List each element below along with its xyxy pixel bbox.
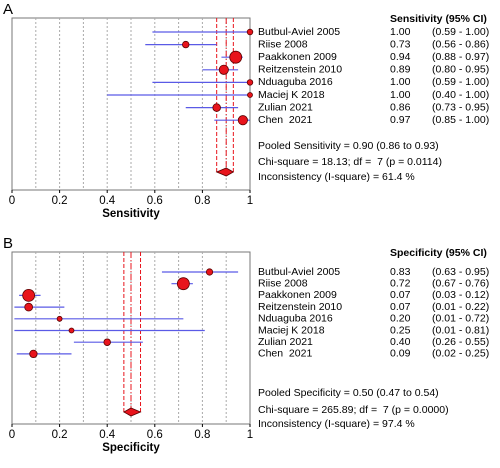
x-tick-label: 1 (247, 195, 253, 207)
study-label: Riise 2008 (258, 277, 308, 289)
interval-label: (0.80 - 0.95) (432, 64, 489, 76)
x-tick-label: 0 (9, 195, 15, 207)
interval-label: (0.59 - 1.00) (432, 26, 489, 38)
pooled-label: Pooled Sensitivity = 0.90 (0.86 to 0.93) (258, 140, 439, 152)
interval-label: (0.56 - 0.86) (432, 38, 489, 50)
pooled-diamond (215, 167, 235, 177)
study-label: Reitzenstein 2010 (258, 301, 342, 313)
point-estimate (103, 338, 111, 346)
study-label: Butbul-Aviel 2005 (258, 26, 340, 38)
stat-note: Inconsistency (I-square) = 61.4 % (258, 171, 415, 183)
interval-label: (0.88 - 0.97) (432, 51, 489, 63)
interval-label: (0.01 - 0.22) (432, 301, 489, 313)
x-axis-label: Sensitivity (102, 208, 160, 220)
value-label: 0.83 (390, 266, 411, 278)
study-label: Nduaguba 2016 (258, 76, 333, 88)
stat-note: Chi-square = 265.89; df = 7 (p = 0.0000) (258, 404, 449, 416)
interval-label: (0.03 - 0.12) (432, 289, 489, 301)
value-label: 1.00 (390, 89, 411, 101)
interval-label: (0.63 - 0.95) (432, 266, 489, 278)
study-label: Zulian 2021 (258, 336, 313, 348)
interval-label: (0.02 - 0.25) (432, 348, 489, 360)
x-tick-label: 0.8 (194, 429, 210, 441)
point-estimate (176, 277, 190, 291)
value-label: 0.97 (390, 114, 411, 126)
x-tick-label: 1 (247, 429, 253, 441)
value-label: 0.07 (390, 301, 411, 313)
interval-label: (0.59 - 1.00) (432, 76, 489, 88)
study-label: Maciej K 2018 (258, 89, 325, 101)
point-estimate (182, 40, 190, 49)
x-tick-label: 0.8 (194, 195, 210, 207)
pooled-diamond (123, 407, 142, 417)
point-estimate (24, 302, 33, 312)
point-estimate (247, 92, 253, 98)
point-estimate (68, 327, 75, 334)
point-estimate (205, 268, 214, 276)
x-tick-label: 0.6 (147, 429, 163, 441)
point-estimate (218, 64, 229, 75)
interval-label: (0.73 - 0.95) (432, 101, 489, 113)
value-label: 0.89 (390, 64, 411, 76)
point-estimate (246, 79, 254, 86)
study-label: Paakkonen 2009 (258, 289, 337, 301)
study-label: Paakkonen 2009 (258, 51, 337, 63)
study-label: Zulian 2021 (258, 101, 313, 113)
x-tick-label: 0.4 (99, 429, 116, 441)
value-label: 1.00 (390, 26, 411, 38)
point-estimate (22, 288, 36, 302)
x-tick-label: 0.4 (99, 195, 116, 207)
value-label: 0.72 (390, 277, 411, 289)
value-label: 0.40 (390, 336, 411, 348)
study-label: Chen 2021 (258, 348, 312, 360)
study-label: Reitzenstein 2010 (258, 64, 342, 76)
x-axis-label: Specificity (102, 442, 160, 454)
study-label: Butbul-Aviel 2005 (258, 266, 340, 278)
study-label: Nduaguba 2016 (258, 313, 333, 325)
stat-note: Chi-square = 18.13; df = 7 (p = 0.0114) (258, 156, 442, 168)
interval-label: (0.26 - 0.55) (432, 336, 489, 348)
pooled-label: Pooled Specificity = 0.50 (0.47 to 0.54) (258, 387, 439, 399)
point-estimate (229, 50, 243, 64)
point-estimate (212, 103, 221, 112)
interval-label: (0.01 - 0.72) (432, 313, 489, 325)
interval-label: (0.85 - 1.00) (432, 114, 489, 126)
interval-label: (0.67 - 0.76) (432, 277, 489, 289)
study-label: Riise 2008 (258, 38, 308, 50)
interval-label: (0.40 - 1.00) (432, 89, 489, 101)
value-label: 0.07 (390, 289, 411, 301)
column-header: Specificity (95% CI) (390, 247, 487, 259)
x-tick-label: 0.2 (52, 429, 68, 441)
value-label: 0.86 (390, 101, 411, 113)
panel-label: B (3, 235, 13, 252)
value-label: 0.73 (390, 38, 411, 50)
point-estimate (56, 315, 63, 322)
point-estimate (29, 349, 38, 359)
value-label: 0.25 (390, 324, 411, 336)
point-estimate (246, 28, 254, 36)
point-estimate (237, 115, 248, 126)
x-tick-label: 0.6 (147, 195, 163, 207)
x-tick-label: 0 (9, 429, 15, 441)
panel-label: A (3, 1, 13, 18)
study-label: Chen 2021 (258, 114, 312, 126)
column-header: Sensitivity (95% CI) (390, 13, 487, 25)
study-label: Maciej K 2018 (258, 324, 325, 336)
value-label: 0.09 (390, 348, 411, 360)
value-label: 0.20 (390, 313, 411, 325)
x-tick-label: 0.2 (52, 195, 68, 207)
value-label: 0.94 (390, 51, 411, 63)
stat-note: Inconsistency (I-square) = 97.4 % (258, 418, 415, 430)
value-label: 1.00 (390, 76, 411, 88)
interval-label: (0.01 - 0.81) (432, 324, 489, 336)
